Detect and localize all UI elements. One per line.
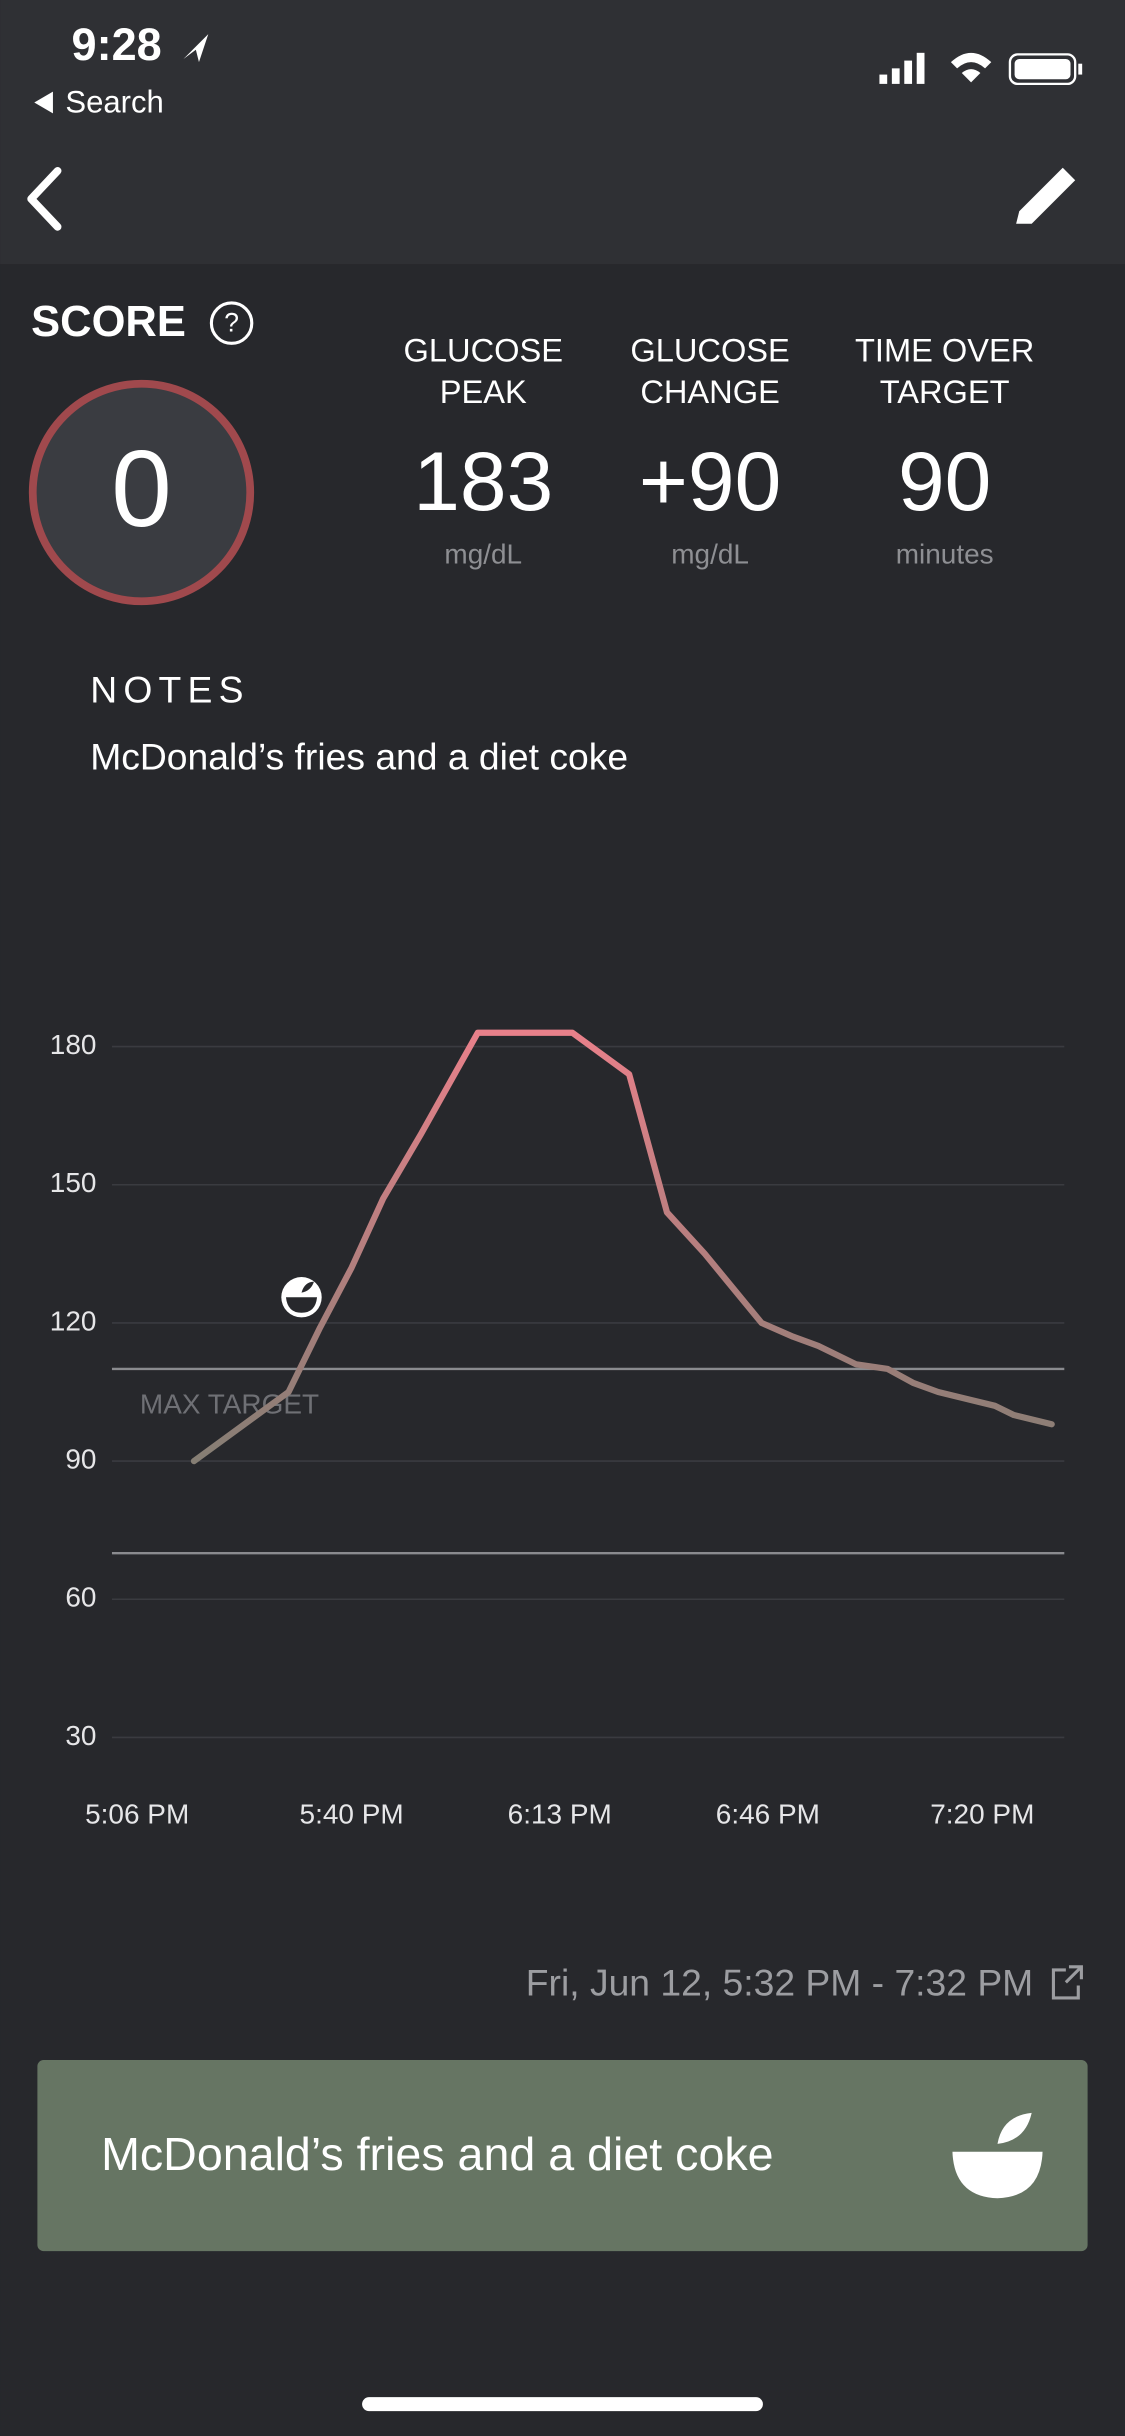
edit-button[interactable] <box>1016 167 1076 224</box>
home-indicator <box>362 2397 763 2412</box>
meal-card-text[interactable]: McDonald’s fries and a diet coke <box>101 2128 774 2180</box>
y-tick-label: 30 <box>65 1720 96 1751</box>
metric-label: GLUCOSE <box>630 331 789 368</box>
metric-unit: mg/dL <box>671 539 749 570</box>
score-ring <box>28 379 255 606</box>
reference-label: MAX TARGET <box>140 1389 319 1420</box>
time-range: Fri, Jun 12, 5:32 PM - 7:32 PM <box>526 1961 1033 2003</box>
metric-value: 183 <box>413 434 553 528</box>
y-tick-label: 180 <box>50 1029 97 1060</box>
glucose-chart: 30 60 90 120 150 180 5:06 PM 5:40 PM 6:13 PM 6:46… <box>50 1029 1065 1830</box>
metric-label: TIME OVER <box>855 331 1034 368</box>
metric-unit: minutes <box>896 539 994 570</box>
metric-label: TARGET <box>880 373 1010 410</box>
x-tick-label: 7:20 PM <box>930 1799 1034 1830</box>
wifi-icon <box>950 52 992 83</box>
notes-text: McDonald’s fries and a diet coke <box>90 736 628 778</box>
x-tick-label: 5:40 PM <box>300 1799 404 1830</box>
back-button[interactable] <box>27 167 62 231</box>
y-tick-label: 90 <box>65 1443 96 1474</box>
signal-icon <box>879 52 925 84</box>
status-time: 9:28 <box>72 19 162 70</box>
battery-tip <box>1078 63 1083 75</box>
metric-value: 90 <box>898 434 991 528</box>
score-value: 0 <box>111 429 171 550</box>
meal-card[interactable] <box>37 2060 1088 2252</box>
back-app-arrow[interactable] <box>34 91 53 114</box>
y-tick-label: 60 <box>65 1582 96 1613</box>
meal-marker-leaf <box>301 1281 314 1293</box>
metrics: GLUCOSE PEAK 183 mg/dL GLUCOSE CHANGE +90 mg/dL… <box>404 331 1035 569</box>
metric-label: PEAK <box>440 373 527 410</box>
x-tick-label: 6:13 PM <box>508 1799 612 1830</box>
y-tick-label: 120 <box>50 1305 97 1336</box>
help-icon-glyph[interactable]: ? <box>224 308 239 338</box>
back-app-label[interactable]: Search <box>65 84 163 119</box>
x-tick-label: 5:06 PM <box>85 1799 189 1830</box>
metric-unit: mg/dL <box>444 539 522 570</box>
meal-marker-bowl <box>285 1297 318 1313</box>
share-link-icon[interactable] <box>1051 1965 1083 2000</box>
glucose-line <box>190 1029 1055 1465</box>
meal-bowl-icon[interactable] <box>952 2112 1043 2199</box>
metric-label: CHANGE <box>640 373 780 410</box>
help-button[interactable] <box>209 301 254 345</box>
metric-value: +90 <box>639 434 781 528</box>
score-label: SCORE <box>31 298 186 346</box>
battery-icon <box>1008 53 1077 86</box>
notes-heading: NOTES <box>90 669 249 711</box>
metric-label: GLUCOSE <box>404 331 563 368</box>
meal-marker[interactable] <box>281 1277 322 1318</box>
x-tick-label: 6:46 PM <box>716 1799 820 1830</box>
y-tick-label: 150 <box>50 1167 97 1198</box>
battery-level <box>1014 59 1071 80</box>
pencil-icon[interactable] <box>1016 167 1076 224</box>
location-icon <box>183 34 209 63</box>
header-bar <box>0 0 1125 265</box>
